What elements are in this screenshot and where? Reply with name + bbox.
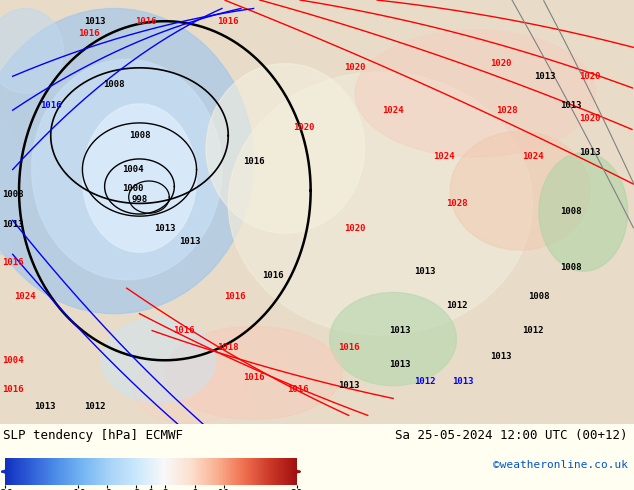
Text: 1016: 1016 (135, 17, 157, 25)
Ellipse shape (0, 8, 63, 93)
Text: 1016: 1016 (78, 29, 100, 38)
Text: 1020: 1020 (579, 114, 600, 123)
Ellipse shape (539, 152, 628, 271)
Text: 1016: 1016 (287, 386, 309, 394)
Ellipse shape (330, 293, 456, 386)
Text: SLP tendency [hPa] ECMWF: SLP tendency [hPa] ECMWF (3, 429, 183, 442)
Text: 1013: 1013 (579, 148, 600, 157)
Text: 1020: 1020 (294, 122, 315, 132)
Text: 1028: 1028 (446, 199, 467, 208)
Text: 1020: 1020 (490, 59, 512, 68)
Ellipse shape (0, 8, 254, 314)
Text: 1016: 1016 (224, 292, 245, 301)
Text: 1024: 1024 (433, 152, 455, 161)
Text: 1024: 1024 (522, 152, 543, 161)
Text: 1013: 1013 (338, 381, 359, 390)
Text: 1008: 1008 (129, 131, 150, 140)
Text: 1016: 1016 (338, 343, 359, 352)
Text: 1020: 1020 (344, 224, 366, 233)
Text: 1000: 1000 (122, 184, 144, 193)
Text: 1016: 1016 (243, 373, 264, 382)
Text: 1020: 1020 (344, 63, 366, 73)
Text: 1008: 1008 (528, 292, 550, 301)
Text: 1008: 1008 (103, 80, 125, 89)
Text: 1018: 1018 (217, 343, 239, 352)
Text: Sa 25-05-2024 12:00 UTC (00+12): Sa 25-05-2024 12:00 UTC (00+12) (395, 429, 628, 442)
Text: 1008: 1008 (560, 263, 581, 271)
Text: 998: 998 (131, 195, 148, 204)
Text: 1016: 1016 (2, 258, 23, 267)
Text: 1013: 1013 (534, 72, 556, 81)
Text: 1012: 1012 (84, 402, 106, 412)
Text: 1016: 1016 (243, 157, 264, 166)
Ellipse shape (165, 326, 342, 419)
Ellipse shape (355, 30, 596, 157)
Text: 1013: 1013 (34, 402, 55, 412)
Text: 1013: 1013 (452, 377, 474, 386)
Text: 1012: 1012 (446, 301, 467, 310)
Text: 1012: 1012 (522, 326, 543, 335)
Text: 1024: 1024 (15, 292, 36, 301)
Text: 1013: 1013 (2, 220, 23, 229)
Text: 1016: 1016 (173, 326, 195, 335)
Ellipse shape (82, 104, 197, 252)
Text: 1008: 1008 (560, 207, 581, 217)
Text: 1024: 1024 (382, 106, 404, 115)
Text: 1013: 1013 (154, 224, 176, 233)
Ellipse shape (0, 127, 25, 254)
Text: 1013: 1013 (490, 351, 512, 361)
Text: 1013: 1013 (179, 237, 201, 246)
Text: 1013: 1013 (414, 267, 436, 276)
Text: 1028: 1028 (496, 106, 518, 115)
Text: ©weatheronline.co.uk: ©weatheronline.co.uk (493, 460, 628, 470)
Text: 1012: 1012 (414, 377, 436, 386)
Ellipse shape (101, 318, 216, 403)
Ellipse shape (228, 72, 533, 335)
Text: 1013: 1013 (560, 101, 581, 110)
Text: 1016: 1016 (40, 101, 61, 110)
Text: 1016: 1016 (262, 271, 283, 280)
Ellipse shape (450, 131, 590, 250)
Ellipse shape (133, 356, 247, 424)
Text: 1013: 1013 (84, 17, 106, 25)
Text: 1004: 1004 (122, 165, 144, 174)
Text: 1004: 1004 (2, 356, 23, 365)
Text: 1008: 1008 (2, 191, 23, 199)
Ellipse shape (32, 59, 222, 280)
Text: 1016: 1016 (217, 17, 239, 25)
Ellipse shape (206, 64, 365, 233)
Text: 1013: 1013 (389, 326, 410, 335)
Text: 1016: 1016 (2, 386, 23, 394)
Text: 1020: 1020 (579, 72, 600, 81)
Text: 1013: 1013 (389, 360, 410, 369)
